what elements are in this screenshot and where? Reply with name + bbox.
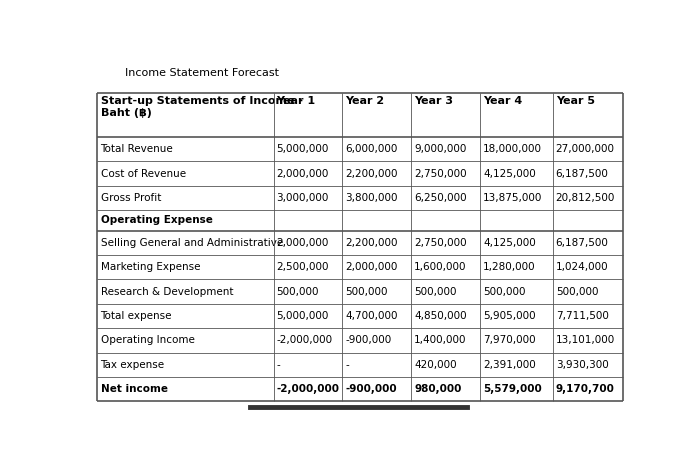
Text: 4,125,000: 4,125,000 — [483, 169, 536, 178]
Text: 5,905,000: 5,905,000 — [483, 311, 536, 321]
Text: Year 1: Year 1 — [276, 96, 316, 106]
Text: -: - — [276, 360, 280, 370]
Text: 6,250,000: 6,250,000 — [414, 193, 467, 203]
Text: 1,400,000: 1,400,000 — [414, 336, 467, 345]
Text: 13,875,000: 13,875,000 — [483, 193, 542, 203]
Text: 2,200,000: 2,200,000 — [345, 238, 398, 248]
Text: 9,000,000: 9,000,000 — [414, 144, 466, 154]
Text: 13,101,000: 13,101,000 — [556, 336, 615, 345]
Text: Marketing Expense: Marketing Expense — [101, 262, 200, 272]
Text: 4,125,000: 4,125,000 — [483, 238, 536, 248]
Text: 7,711,500: 7,711,500 — [556, 311, 608, 321]
Text: 2,000,000: 2,000,000 — [276, 169, 328, 178]
Text: -2,000,000: -2,000,000 — [276, 384, 340, 394]
Text: 420,000: 420,000 — [414, 360, 457, 370]
Text: 2,000,000: 2,000,000 — [345, 262, 398, 272]
Text: Research & Development: Research & Development — [101, 287, 233, 297]
Text: Gross Profit: Gross Profit — [101, 193, 161, 203]
Text: 980,000: 980,000 — [414, 384, 461, 394]
Text: Income Statement Forecast: Income Statement Forecast — [125, 68, 279, 78]
Text: 500,000: 500,000 — [345, 287, 388, 297]
Text: 9,170,700: 9,170,700 — [556, 384, 615, 394]
Text: 1,024,000: 1,024,000 — [556, 262, 608, 272]
Text: -900,000: -900,000 — [345, 336, 391, 345]
Text: 6,187,500: 6,187,500 — [556, 238, 608, 248]
Text: 3,000,000: 3,000,000 — [276, 193, 328, 203]
Text: 1,600,000: 1,600,000 — [414, 262, 467, 272]
Text: 6,187,500: 6,187,500 — [556, 169, 608, 178]
Text: 500,000: 500,000 — [414, 287, 456, 297]
Text: 500,000: 500,000 — [276, 287, 318, 297]
Text: 2,750,000: 2,750,000 — [414, 238, 467, 248]
Text: 2,000,000: 2,000,000 — [276, 238, 328, 248]
Text: 5,000,000: 5,000,000 — [276, 144, 328, 154]
Text: 3,930,300: 3,930,300 — [556, 360, 608, 370]
Text: 500,000: 500,000 — [556, 287, 598, 297]
Text: -: - — [345, 360, 349, 370]
Text: Total expense: Total expense — [101, 311, 172, 321]
Text: 2,500,000: 2,500,000 — [276, 262, 329, 272]
Text: 18,000,000: 18,000,000 — [483, 144, 542, 154]
Text: Operating Income: Operating Income — [101, 336, 195, 345]
Text: Cost of Revenue: Cost of Revenue — [101, 169, 186, 178]
Text: Year 2: Year 2 — [345, 96, 384, 106]
Text: Net income: Net income — [101, 384, 167, 394]
Text: 4,850,000: 4,850,000 — [414, 311, 467, 321]
Text: Year 5: Year 5 — [556, 96, 595, 106]
Text: Selling General and Administrative: Selling General and Administrative — [101, 238, 283, 248]
Text: 4,700,000: 4,700,000 — [345, 311, 398, 321]
Text: -900,000: -900,000 — [345, 384, 397, 394]
Text: Tax expense: Tax expense — [101, 360, 164, 370]
Text: Operating Expense: Operating Expense — [101, 215, 212, 225]
Text: 27,000,000: 27,000,000 — [556, 144, 615, 154]
Text: 2,750,000: 2,750,000 — [414, 169, 467, 178]
Text: 6,000,000: 6,000,000 — [345, 144, 398, 154]
Text: 20,812,500: 20,812,500 — [556, 193, 615, 203]
Text: Year 4: Year 4 — [483, 96, 522, 106]
Text: 2,391,000: 2,391,000 — [483, 360, 536, 370]
Text: 1,280,000: 1,280,000 — [483, 262, 536, 272]
Text: 500,000: 500,000 — [483, 287, 526, 297]
Text: Start-up Statements of Income -
Baht (฿): Start-up Statements of Income - Baht (฿) — [101, 96, 302, 118]
Text: 7,970,000: 7,970,000 — [483, 336, 536, 345]
Text: 5,000,000: 5,000,000 — [276, 311, 328, 321]
Text: 2,200,000: 2,200,000 — [345, 169, 398, 178]
Text: 3,800,000: 3,800,000 — [345, 193, 398, 203]
Text: 5,579,000: 5,579,000 — [483, 384, 542, 394]
Text: Year 3: Year 3 — [414, 96, 453, 106]
Text: -2,000,000: -2,000,000 — [276, 336, 332, 345]
Text: Total Revenue: Total Revenue — [101, 144, 174, 154]
